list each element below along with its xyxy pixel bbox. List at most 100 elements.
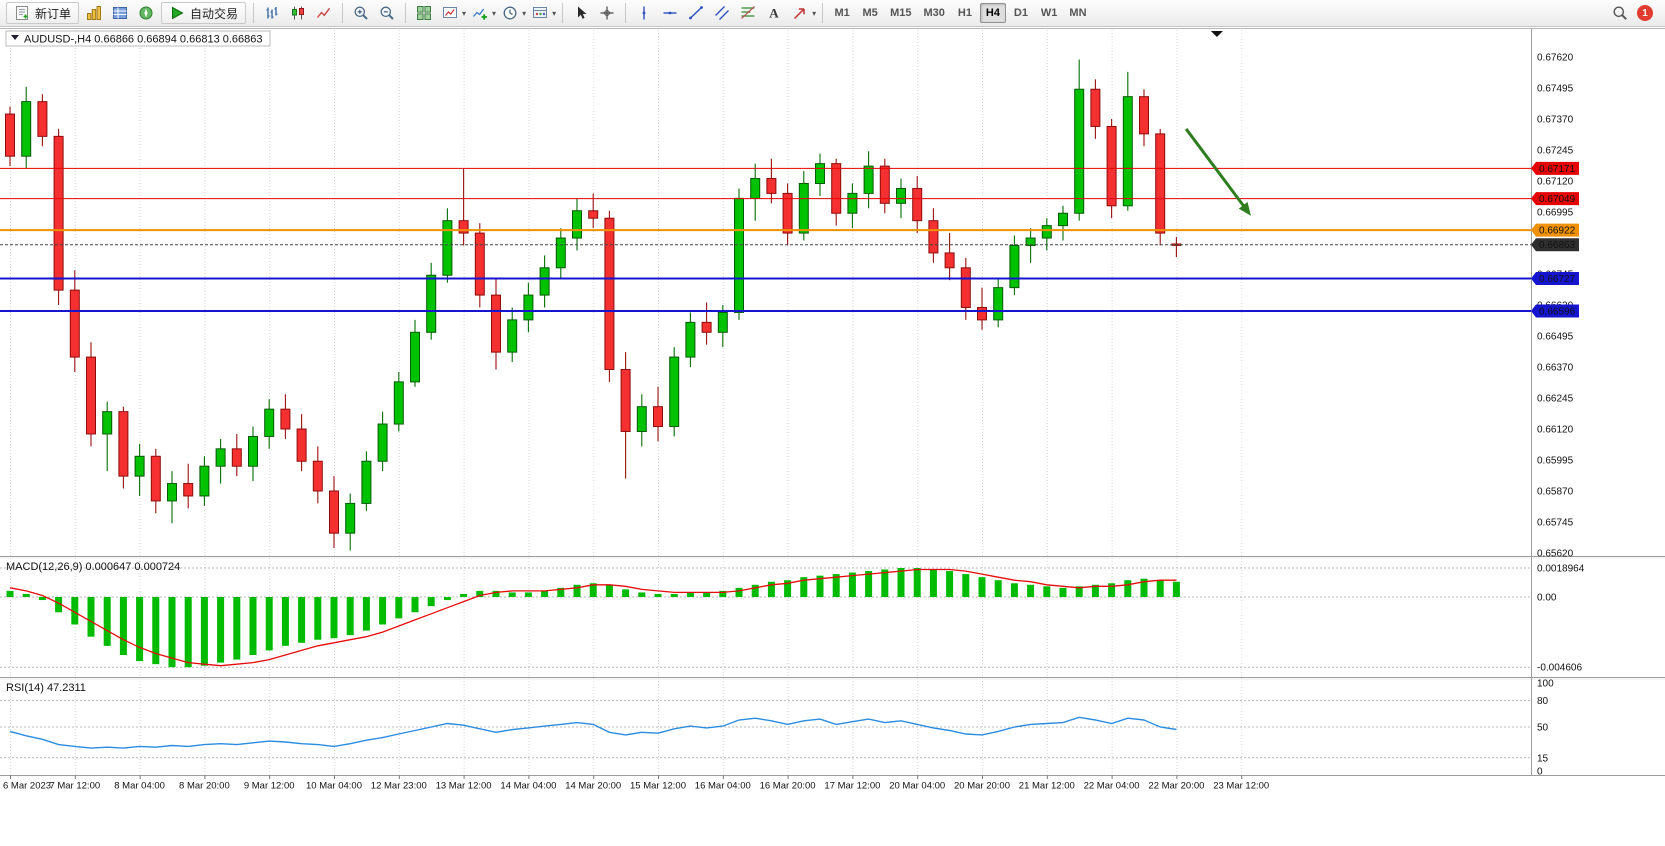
macd-histogram-bar	[168, 597, 176, 668]
svg-text:A: A	[769, 6, 779, 21]
price-tick-label: 0.65745	[1537, 518, 1574, 529]
bar-chart-icon[interactable]	[260, 2, 284, 24]
candle	[523, 282, 534, 333]
search-icon[interactable]	[1608, 2, 1632, 24]
vertical-line-icon[interactable]	[632, 2, 656, 24]
collapse-triangle-icon[interactable]	[11, 35, 19, 40]
macd-histogram-bar	[1075, 586, 1083, 597]
candle	[847, 183, 858, 229]
channel-icon[interactable]	[710, 2, 734, 24]
zoom-out-icon[interactable]	[375, 2, 399, 24]
macd-histogram-bar	[670, 593, 678, 597]
timeframe-m15[interactable]: M15	[890, 7, 912, 19]
trendline-icon[interactable]	[684, 2, 708, 24]
autotrading-button[interactable]: 自动交易	[161, 2, 247, 24]
price-tick-label: 0.67370	[1537, 115, 1574, 126]
candle	[669, 347, 680, 437]
timeframe-h1[interactable]: H1	[957, 7, 972, 19]
toolbar-separator	[625, 3, 627, 23]
macd-histogram-bar	[508, 592, 516, 597]
dropdown-caret-icon[interactable]: ▾	[462, 8, 467, 18]
macd-histogram-bar	[22, 593, 30, 597]
macd-histogram-bar	[622, 589, 630, 597]
charts-icon[interactable]	[82, 2, 106, 24]
new-chart-icon[interactable]	[438, 2, 462, 24]
macd-histogram-bar	[362, 597, 370, 631]
candle	[69, 270, 80, 372]
macd-histogram-bar	[751, 584, 759, 597]
periods-icon[interactable]	[498, 2, 522, 24]
market-watch-icon[interactable]	[108, 2, 132, 24]
macd-histogram-bar	[71, 597, 79, 625]
candlestick-chart-icon[interactable]	[286, 2, 310, 24]
line-chart-icon[interactable]	[312, 2, 336, 24]
dropdown-caret-icon[interactable]: ▾	[492, 8, 497, 18]
zoom-in-icon[interactable]	[349, 2, 373, 24]
trend-arrow-annotation[interactable]	[1184, 128, 1251, 216]
fibonacci-icon[interactable]	[736, 2, 760, 24]
macd-histogram-bar	[1043, 586, 1051, 597]
candle	[21, 86, 32, 169]
cursor-icon[interactable]	[569, 2, 593, 24]
macd-histogram-bar	[929, 569, 937, 597]
svg-text:0.67049: 0.67049	[1539, 194, 1576, 205]
indicators-icon[interactable]	[468, 2, 492, 24]
macd-histogram-bar	[946, 571, 954, 597]
candle	[1122, 71, 1133, 211]
macd-histogram-bar	[605, 584, 613, 597]
rsi-axis-label: 15	[1537, 753, 1549, 764]
date-tick-label: 15 Mar 12:00	[630, 781, 686, 792]
rsi-line	[9, 716, 1177, 749]
arrows-icon[interactable]	[788, 2, 812, 24]
timeframe-mn[interactable]: MN	[1069, 7, 1087, 19]
timeframe-m5[interactable]: M5	[862, 7, 878, 19]
macd-histogram-bar	[38, 597, 46, 601]
price-tag: 0.66922	[1531, 223, 1579, 237]
macd-histogram-bar	[460, 593, 468, 597]
timeframe-m1[interactable]: M1	[834, 7, 850, 19]
timeframe-d1[interactable]: D1	[1013, 7, 1028, 19]
templates-icon[interactable]	[528, 2, 552, 24]
candle	[102, 401, 113, 472]
dropdown-caret-icon[interactable]: ▾	[812, 8, 817, 18]
macd-histogram-bar	[784, 580, 792, 597]
timeframe-m30[interactable]: M30	[923, 7, 945, 19]
macd-histogram-bar	[719, 590, 727, 597]
macd-histogram-bar	[1091, 584, 1099, 597]
price-axis[interactable]: 0.67620 0.67495 0.67370 0.67245 0.67120 0.669…	[1537, 53, 1585, 778]
price-tag: 0.67171	[1531, 161, 1579, 175]
timeframe-h4[interactable]: H4	[979, 3, 1006, 23]
rsi-axis-label: 100	[1537, 679, 1554, 690]
chart-shift-marker[interactable]	[1210, 31, 1223, 37]
date-tick-label: 20 Mar 20:00	[954, 781, 1010, 792]
candle	[766, 158, 777, 204]
macd-histogram-bar	[298, 597, 306, 643]
dropdown-caret-icon[interactable]: ▾	[552, 8, 557, 18]
candle	[555, 228, 566, 278]
crosshair-icon[interactable]	[595, 2, 619, 24]
navigator-icon[interactable]	[134, 2, 158, 24]
horizontal-line-icon[interactable]	[658, 2, 682, 24]
toolbar-separator	[562, 3, 564, 23]
notification-badge[interactable]: 1	[1637, 5, 1653, 21]
price-tick-label: 0.65870	[1537, 487, 1574, 498]
indicator-levels	[0, 567, 1531, 759]
candle	[361, 451, 372, 511]
macd-histogram-bar	[233, 597, 241, 660]
macd-histogram-bar	[1124, 580, 1132, 597]
tile-windows-icon[interactable]	[412, 2, 436, 24]
price-tick-label: 0.67620	[1537, 53, 1574, 64]
rsi-axis-label: 80	[1537, 696, 1549, 707]
candle	[377, 411, 388, 472]
text-icon[interactable]: A	[762, 2, 786, 24]
candle	[215, 438, 226, 484]
dropdown-caret-icon[interactable]: ▾	[522, 8, 527, 18]
price-chart[interactable]: 0.67620 0.67495 0.67370 0.67245 0.67120 0.669…	[0, 27, 1665, 846]
candle	[296, 414, 307, 472]
timeframe-w1[interactable]: W1	[1040, 7, 1058, 19]
support-resistance-lines[interactable]	[0, 167, 1531, 312]
chart-area[interactable]: 0.67620 0.67495 0.67370 0.67245 0.67120 0.669…	[0, 27, 1665, 846]
new-order-button[interactable]: 新订单	[6, 2, 80, 24]
